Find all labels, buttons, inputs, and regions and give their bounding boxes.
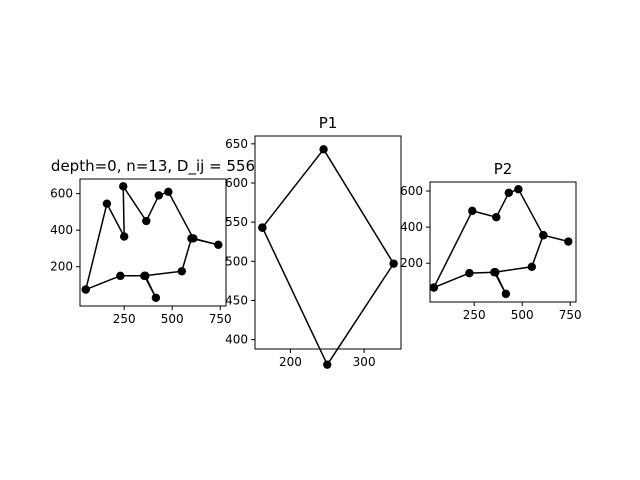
x-tick-label: 200 (279, 355, 302, 369)
data-point (140, 271, 149, 281)
y-tick-label: 600 (50, 187, 73, 201)
data-point (490, 268, 499, 277)
data-point (142, 216, 151, 226)
x-tick-label: 250 (113, 312, 136, 326)
x-tick-label: 750 (559, 308, 582, 322)
x-tick-label: 500 (511, 308, 534, 322)
data-point (258, 223, 267, 232)
x-tick-label: 750 (209, 312, 232, 326)
data-point (151, 293, 161, 302)
y-tick-label: 200 (400, 256, 423, 270)
data-point (514, 185, 523, 194)
data-point (177, 267, 187, 276)
data-point (319, 145, 328, 154)
data-point (81, 285, 90, 294)
data-point (323, 360, 332, 369)
subplot-2: 200 300 400 450 500 550 600 650 P1 (225, 114, 402, 369)
x-tick-label: 300 (353, 355, 376, 369)
y-tick-label: 650 (225, 137, 248, 151)
y-tick-label: 400 (400, 220, 423, 234)
data-point (102, 199, 112, 208)
data-point (504, 188, 513, 198)
y-tick-label: 550 (225, 215, 248, 229)
data-point (154, 191, 163, 200)
y-tick-label: 400 (225, 333, 248, 347)
data-point (465, 268, 474, 278)
axes-frame (254, 135, 402, 350)
data-point (501, 289, 511, 299)
y-tick-label: 600 (225, 176, 248, 190)
axes-frame (79, 178, 227, 307)
data-point (564, 237, 573, 246)
data-point (492, 212, 501, 222)
data-point (164, 187, 173, 196)
data-point (119, 182, 128, 191)
subplot-title: P2 (494, 160, 513, 178)
y-tick-label: 400 (50, 223, 73, 237)
data-point (119, 232, 129, 241)
axes-frame (429, 181, 577, 303)
data-point (539, 231, 548, 240)
data-point (189, 234, 198, 243)
data-point (527, 262, 537, 272)
series-line (261, 148, 395, 366)
y-tick-label: 200 (50, 260, 73, 274)
y-tick-label: 450 (225, 293, 248, 307)
data-point (389, 259, 398, 268)
subplot-title: P1 (319, 114, 338, 132)
data-point (116, 271, 125, 281)
series-line (85, 185, 220, 299)
series-line (433, 188, 570, 295)
y-tick-label: 600 (400, 184, 423, 198)
subplot-3: 250 500 750 200 400 600 P2 (400, 160, 582, 322)
data-point (468, 206, 477, 216)
y-tick-label: 500 (225, 254, 248, 268)
data-point (214, 240, 223, 249)
x-tick-label: 500 (161, 312, 184, 326)
data-point (429, 283, 439, 292)
x-tick-label: 250 (463, 308, 486, 322)
subplot-title: depth=0, n=13, D_ij = 556 (51, 157, 255, 176)
